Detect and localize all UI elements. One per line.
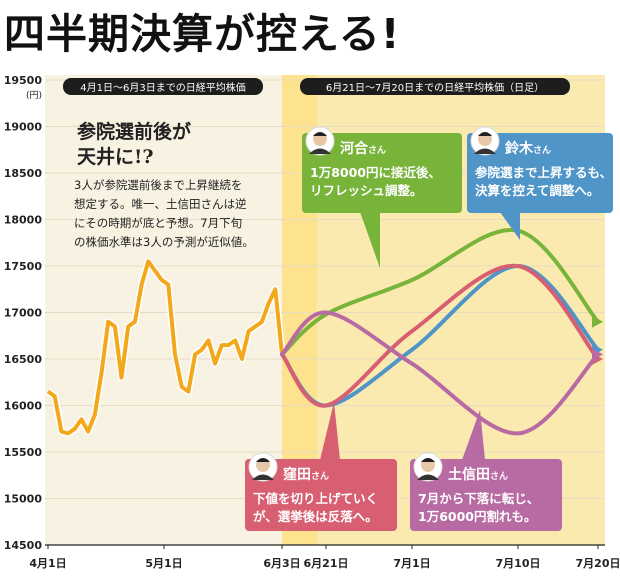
x-tick-label: 4月1日	[29, 557, 66, 570]
period-label-forecast-bg	[300, 78, 570, 95]
callout-name-suffix: さん	[311, 471, 329, 482]
y-tick-label: 18000	[4, 214, 43, 227]
period-label-forecast: 6月21日〜7月20日までの日経平均株価（日足）	[326, 81, 544, 94]
annotation-title-2: 天井に!?	[77, 146, 153, 168]
avatar-suit	[474, 148, 496, 154]
annotation-body-line: の株価水準は3人の予測が近似値。	[74, 235, 254, 249]
avatar-hair	[313, 132, 327, 136]
x-tick-label: 7月10日	[496, 557, 541, 570]
callout-text-line: リフレッシュ調整。	[310, 183, 423, 198]
annotation-body-line: 3人が参院選前後まで上昇継続を	[74, 178, 242, 192]
forecast-line-窪田さん	[280, 263, 600, 408]
callout-box-土信田	[410, 459, 562, 531]
callout-text-line: 下値を切り上げていく	[253, 491, 378, 506]
x-tick-label: 5月1日	[145, 557, 182, 570]
annotation-title: 参院選前後が	[77, 120, 191, 143]
forecast-line-河合さん	[280, 227, 600, 357]
avatar-suit	[252, 474, 274, 480]
y-tick-label: 15000	[4, 493, 43, 506]
callout-text-line: 決算を控えて調整へ。	[475, 183, 599, 198]
callout-box-窪田	[245, 459, 397, 531]
history-line	[46, 259, 284, 436]
callout-name-suffix: さん	[490, 471, 508, 482]
y-tick-label: 16500	[4, 353, 43, 366]
y-tick-label: 16000	[4, 400, 43, 413]
callout-name-suffix: さん	[533, 145, 551, 156]
y-tick-label: 19000	[4, 121, 43, 134]
forecast-arrowhead	[592, 348, 603, 361]
y-tick-label: 17000	[4, 307, 43, 320]
y-tick-label: 15500	[4, 446, 43, 459]
x-tick-label: 6月3日	[263, 557, 300, 570]
callout-box-鈴木	[467, 133, 613, 213]
avatar-hair	[421, 458, 435, 462]
y-unit-label: (円)	[26, 90, 42, 101]
callout-tail	[462, 410, 485, 460]
callout-tail	[320, 402, 340, 460]
callout-text-line: 1万6000円割れも。	[418, 509, 537, 524]
callout-text-line: 参院選まで上昇するも、	[475, 165, 612, 180]
headline: 四半期決算が控える!	[4, 10, 401, 58]
y-tick-label: 17500	[4, 260, 43, 273]
y-tick-label: 19500	[4, 74, 43, 87]
y-tick-label: 14500	[4, 539, 43, 552]
callout-tail	[500, 212, 520, 240]
avatar-hair	[478, 132, 492, 136]
callout-text-line: 7月から下落に転じ、	[418, 491, 539, 506]
x-tick-label: 7月20日	[576, 557, 620, 570]
callout-text-line: が、選挙後は反落へ。	[253, 509, 378, 524]
annotation-body-line: にその時期が底と予想。7月下旬	[74, 216, 242, 230]
period-label-history-bg	[63, 78, 263, 95]
callout-box-河合	[302, 133, 462, 213]
forecast-arrowhead	[592, 315, 603, 328]
x-tick-label: 7月1日	[393, 557, 430, 570]
callout-tail	[360, 212, 380, 268]
forecast-line-土信田さん	[280, 310, 600, 436]
callout-name-suffix: さん	[368, 145, 386, 156]
x-tick-label: 6月21日	[304, 557, 349, 570]
avatar-hair	[256, 458, 270, 462]
avatar-suit	[417, 474, 439, 480]
y-tick-label: 18500	[4, 167, 43, 180]
period-label-history: 4月1日〜6月3日までの日経平均株価	[80, 81, 245, 94]
callout-text-line: 1万8000円に接近後、	[310, 165, 441, 180]
annotation-body-line: 想定する。唯一、土信田さんは逆	[74, 197, 247, 211]
avatar-suit	[309, 148, 331, 154]
